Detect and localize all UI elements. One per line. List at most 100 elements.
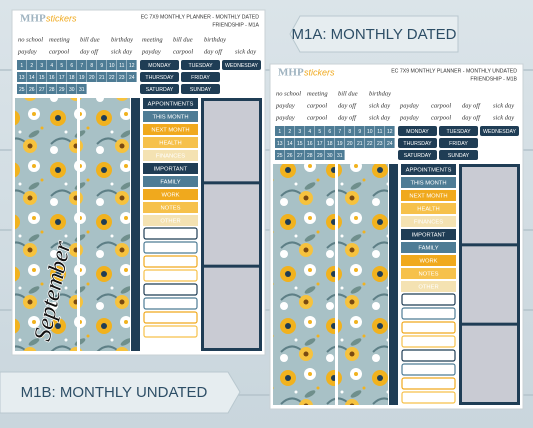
date-number: 30 (327, 153, 333, 159)
word-sticker: no school (276, 90, 301, 97)
tab-sticker (401, 203, 456, 214)
word-sticker: sick day (235, 48, 256, 55)
tab-sticker (143, 98, 198, 109)
word-sticker: day off (462, 102, 481, 109)
day-name: SATURDAY (404, 153, 432, 159)
date-box (325, 138, 335, 148)
date-number: 16 (307, 141, 313, 147)
tab-sticker (143, 124, 198, 135)
note-box (462, 325, 517, 402)
day-label (140, 72, 179, 82)
date-box (127, 60, 137, 70)
date-box (57, 72, 67, 82)
date-number: 25 (277, 153, 283, 159)
word-sticker: sick day (369, 102, 390, 109)
note-box (204, 101, 259, 182)
date-box (305, 126, 315, 136)
word-sticker: payday (399, 102, 419, 109)
date-box (37, 60, 47, 70)
word-sticker: meeting (142, 36, 163, 43)
tab-label: IMPORTANT (154, 167, 188, 173)
word-sticker: carpool (173, 48, 193, 55)
date-box (275, 138, 285, 148)
day-name: SUNDAY (190, 87, 212, 93)
date-number: 4 (308, 129, 311, 135)
blank-label (143, 311, 198, 324)
word-sticker: birthday (111, 36, 133, 43)
date-box (27, 72, 37, 82)
blank-label (401, 391, 456, 404)
date-box (57, 84, 67, 94)
tab-label: OTHER (418, 285, 438, 291)
date-number: 4 (50, 63, 53, 69)
floral-strip (273, 164, 335, 405)
date-box (27, 84, 37, 94)
word-sticker: day off (338, 102, 357, 109)
tab-label: THIS MONTH (410, 181, 446, 187)
word-sticker: day off (204, 48, 223, 55)
tab-sticker (401, 281, 456, 292)
word-sticker: day off (80, 48, 99, 55)
date-box (325, 150, 335, 160)
date-number: 23 (377, 141, 383, 147)
date-number: 19 (79, 75, 85, 81)
date-number: 16 (49, 75, 55, 81)
date-box (67, 72, 77, 82)
date-box (27, 60, 37, 70)
date-box (285, 150, 295, 160)
date-number: 17 (317, 141, 323, 147)
tab-sticker (401, 268, 456, 279)
date-number: 21 (357, 141, 363, 147)
date-box (375, 126, 385, 136)
date-number: 27 (297, 153, 303, 159)
tab-label: APPOINTMENTS (406, 168, 452, 174)
date-box (325, 126, 335, 136)
date-box (335, 138, 345, 148)
day-name: WEDNESDAY (483, 129, 517, 135)
date-box (47, 60, 57, 70)
date-box (315, 126, 325, 136)
date-number: 20 (89, 75, 95, 81)
day-name: THURSDAY (145, 75, 174, 81)
tab-sticker (143, 202, 198, 213)
date-number: 6 (70, 63, 73, 69)
date-box (385, 126, 395, 136)
tab-sticker (143, 111, 198, 122)
date-box (335, 150, 345, 160)
date-box (47, 84, 57, 94)
logo-accent: stickers (46, 13, 77, 23)
date-box (77, 72, 87, 82)
word-sticker: day off (462, 114, 481, 121)
tab-sticker (143, 163, 198, 174)
date-box (117, 60, 127, 70)
word-sticker: carpool (431, 102, 451, 109)
blank-label (401, 349, 456, 362)
date-box (47, 72, 57, 82)
tab-sticker (401, 255, 456, 266)
date-number: 28 (49, 87, 55, 93)
day-label (398, 138, 437, 148)
date-box (127, 72, 137, 82)
date-number: 11 (377, 129, 382, 135)
date-number: 14 (287, 141, 293, 147)
tab-sticker (401, 242, 456, 253)
word-sticker: carpool (307, 114, 327, 121)
floral-strip (338, 164, 388, 405)
date-number: 31 (337, 153, 343, 159)
date-number: 24 (129, 75, 135, 81)
day-name: FRIDAY (449, 141, 468, 147)
label-undated: M1B: MONTHLY UNDATED (21, 384, 208, 401)
date-number: 28 (307, 153, 313, 159)
word-sticker: payday (17, 48, 37, 55)
date-box (295, 138, 305, 148)
sheets: MHP stickers EC 7X9 MONTHLY PLANNER - MONT… (11, 9, 524, 410)
sheet-title: EC 7X9 MONTHLY PLANNER - MONTHLY UNDATED (391, 68, 517, 74)
date-box (315, 150, 325, 160)
day-label (398, 126, 437, 136)
day-label (222, 60, 261, 70)
day-name: WEDNESDAY (225, 63, 259, 69)
date-box (67, 84, 77, 94)
date-number: 21 (99, 75, 105, 81)
tab-label: NOTES (419, 272, 439, 278)
date-number: 22 (367, 141, 373, 147)
